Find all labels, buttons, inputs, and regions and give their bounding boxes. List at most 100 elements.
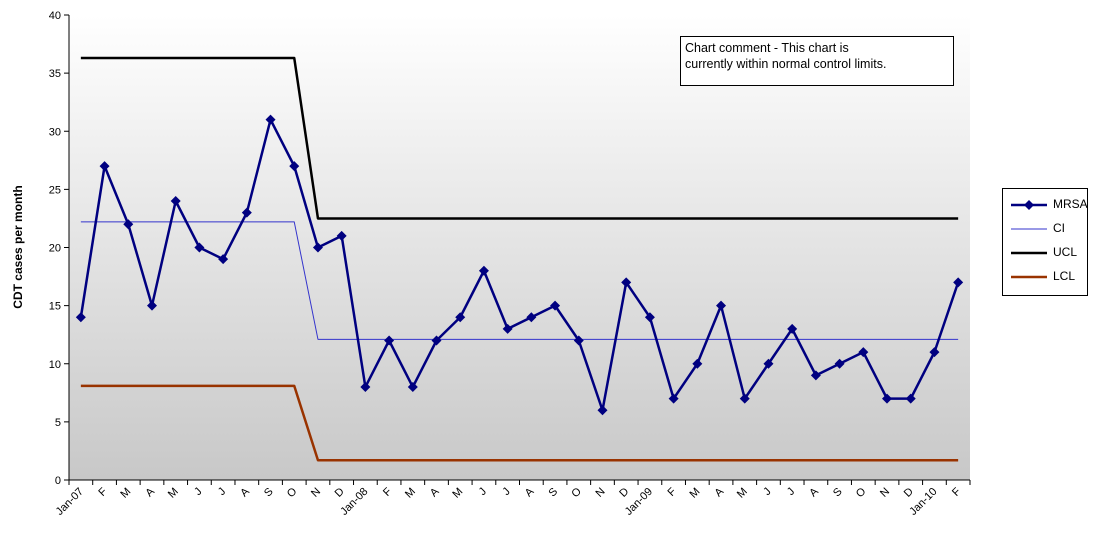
data-point-mrsa (621, 277, 632, 288)
data-point-mrsa (597, 405, 608, 416)
data-point-mrsa (384, 335, 395, 346)
x-tick-label: O (854, 485, 869, 500)
chart-comment-line-1: Chart comment - This chart is (685, 41, 849, 55)
data-point-mrsa (668, 393, 679, 404)
data-point-mrsa (739, 393, 750, 404)
y-axis-title: CDT cases per month (11, 185, 25, 308)
x-tick-label: A (428, 485, 442, 499)
data-point-mrsa (929, 347, 940, 358)
x-tick-label: F (950, 485, 963, 498)
data-point-mrsa (858, 347, 869, 358)
chart-comment-line-2: currently within normal control limits. (685, 57, 887, 71)
data-point-mrsa (265, 114, 276, 125)
x-tick-label: O (569, 485, 584, 500)
legend-swatch-mrsa (1011, 200, 1047, 210)
data-point-mrsa (716, 300, 727, 311)
legend-swatch-ucl (1011, 251, 1047, 255)
data-point-mrsa (882, 393, 893, 404)
data-point-mrsa (289, 161, 300, 172)
x-tick-label: D (617, 486, 631, 500)
legend-swatch-lcl (1011, 275, 1047, 279)
y-tick-label: 15 (49, 301, 61, 313)
data-point-mrsa (573, 335, 584, 346)
y-tick-label: 40 (49, 10, 61, 22)
x-tick-label: J (761, 486, 773, 498)
x-tick-label: F (381, 485, 394, 498)
series-line-lcl (80, 384, 959, 462)
data-point-mrsa (502, 323, 513, 334)
x-tick-label: A (238, 485, 252, 499)
chart-comment-box: Chart comment - This chart is currently … (680, 36, 954, 86)
y-tick-label: 10 (49, 359, 61, 371)
x-tick-label: N (593, 486, 607, 500)
x-tick-label: J (192, 486, 204, 498)
y-tick-label: 35 (49, 68, 61, 80)
x-tick-label: M (166, 486, 181, 501)
x-tick-label: D (902, 486, 916, 500)
legend-swatch-ci (1011, 228, 1047, 230)
legend-label-mrsa: MRSA (1053, 197, 1088, 211)
data-point-mrsa (123, 219, 134, 230)
x-tick-label: M (687, 486, 702, 501)
data-point-mrsa (455, 312, 466, 323)
data-point-mrsa (336, 230, 347, 241)
legend-label-ucl: UCL (1053, 245, 1078, 259)
series-line-mrsa (79, 118, 960, 412)
legend-item-ucl: UCL (1009, 243, 1087, 263)
x-tick-label: F (665, 485, 678, 498)
data-point-mrsa (146, 300, 157, 311)
x-tick-label: F (96, 485, 109, 498)
legend: MRSA CI UCL LCL (1002, 188, 1088, 296)
x-tick-label: M (450, 486, 465, 501)
x-tick-label: A (807, 485, 821, 499)
y-tick-label: 5 (55, 417, 61, 429)
x-tick-label: M (735, 486, 750, 501)
y-tick-label: 30 (49, 126, 61, 138)
x-tick-label: A (523, 485, 537, 499)
data-point-mrsa (905, 393, 916, 404)
x-tick-label: D (333, 486, 347, 500)
x-tick-label: J (500, 486, 512, 498)
series-layer (75, 56, 964, 462)
x-tick-label: Jan-07 (54, 486, 86, 518)
x-tick-label: N (309, 486, 323, 500)
legend-label-lcl: LCL (1053, 269, 1076, 283)
x-tick-label: M (403, 486, 418, 501)
legend-item-ci: CI (1009, 219, 1087, 239)
data-point-mrsa (834, 358, 845, 369)
data-point-mrsa (644, 312, 655, 323)
x-tick-label: A (712, 485, 726, 499)
x-tick-label: J (477, 486, 489, 498)
x-tick-label: S (547, 486, 561, 500)
legend-label-ci: CI (1053, 221, 1065, 235)
data-point-mrsa (194, 242, 205, 253)
data-point-mrsa (763, 358, 774, 369)
x-tick-label: O (285, 485, 300, 500)
data-point-mrsa (953, 277, 964, 288)
data-point-mrsa (787, 323, 798, 334)
data-point-mrsa (170, 196, 181, 206)
y-tick-label: 20 (49, 243, 61, 255)
x-tick-label: M (118, 486, 133, 501)
series-line-ci (80, 221, 959, 340)
data-point-mrsa (99, 161, 110, 172)
data-point-mrsa (810, 370, 821, 381)
legend-item-lcl: LCL (1009, 267, 1087, 287)
data-point-mrsa (526, 312, 537, 323)
data-point-mrsa (360, 382, 371, 392)
x-tick-label: N (878, 486, 892, 500)
data-point-mrsa (75, 312, 86, 323)
legend-item-mrsa: MRSA (1009, 195, 1088, 215)
y-tick-label: 0 (55, 475, 61, 487)
y-tick-label: 25 (49, 184, 61, 196)
data-point-mrsa (550, 300, 561, 311)
data-point-mrsa (241, 207, 252, 218)
series-line-ucl (80, 56, 959, 220)
data-point-mrsa (431, 335, 442, 346)
x-tick-label: J (216, 486, 228, 498)
x-tick-label: S (831, 486, 845, 500)
x-tick-label: S (262, 486, 276, 500)
x-tick-label: J (785, 486, 797, 498)
